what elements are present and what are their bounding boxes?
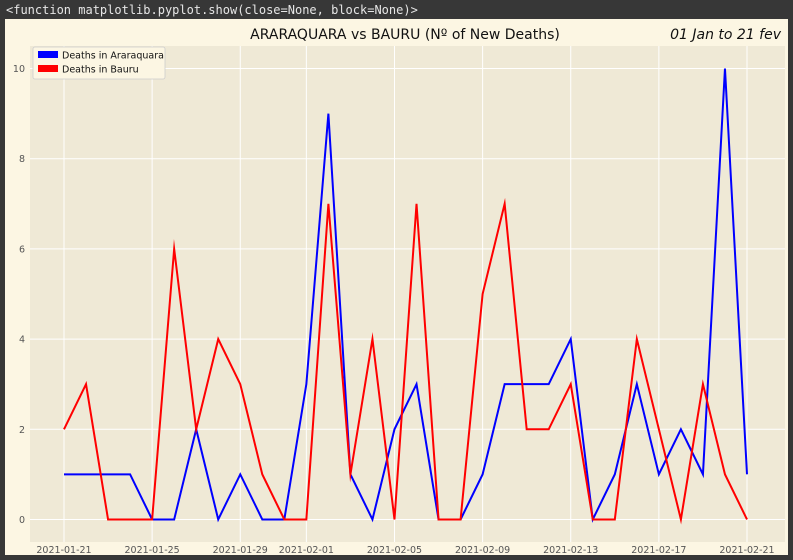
series-lines	[63, 68, 748, 525]
legend-label-araraquara: Deaths in Araraquara	[62, 51, 164, 62]
line-chart: ARARAQUARA vs BAURU (Nº of New Deaths) 0…	[13, 27, 785, 555]
legend-label-bauru: Deaths in Bauru	[62, 65, 139, 76]
legend-swatch-araraquara	[38, 51, 58, 58]
y-tick-label: 10	[13, 64, 25, 75]
y-tick-label: 4	[19, 335, 25, 346]
series-line-araraquara	[64, 68, 748, 523]
x-tick-label: 2021-01-21	[36, 545, 91, 555]
y-tick-label: 0	[19, 515, 25, 526]
chart-title: ARARAQUARA vs BAURU (Nº of New Deaths)	[250, 27, 560, 43]
legend-box	[32, 46, 166, 80]
y-tick-label: 6	[19, 244, 25, 255]
x-axis: 2021-01-21 2021-01-25 2021-01-29 2021-02-01…	[36, 545, 774, 555]
legend: Deaths in Araraquara Deaths in Bauru	[32, 46, 166, 80]
x-tick-label: 2021-02-17	[631, 545, 686, 555]
y-tick-label: 2	[19, 425, 25, 436]
y-axis: 0 2 4 6 8 10	[13, 64, 25, 526]
x-tick-label: 2021-02-13	[543, 545, 598, 555]
plot-area	[30, 46, 785, 542]
x-tick-label: 2021-01-29	[213, 545, 268, 555]
x-tick-label: 2021-01-25	[125, 545, 180, 555]
series-line-bauru	[63, 197, 748, 525]
output-repr-text: <function matplotlib.pyplot.show(close=N…	[6, 3, 418, 17]
x-tick-label: 2021-02-05	[367, 545, 422, 555]
x-tick-label: 2021-02-21	[719, 545, 774, 555]
x-tick-label: 2021-02-01	[279, 545, 334, 555]
x-tick-label: 2021-02-09	[455, 545, 510, 555]
y-tick-label: 8	[19, 154, 25, 165]
legend-swatch-bauru	[38, 65, 58, 72]
chart-figure: ARARAQUARA vs BAURU (Nº of New Deaths) 0…	[5, 19, 788, 555]
chart-date-range: 01 Jan to 21 fev	[670, 27, 782, 43]
